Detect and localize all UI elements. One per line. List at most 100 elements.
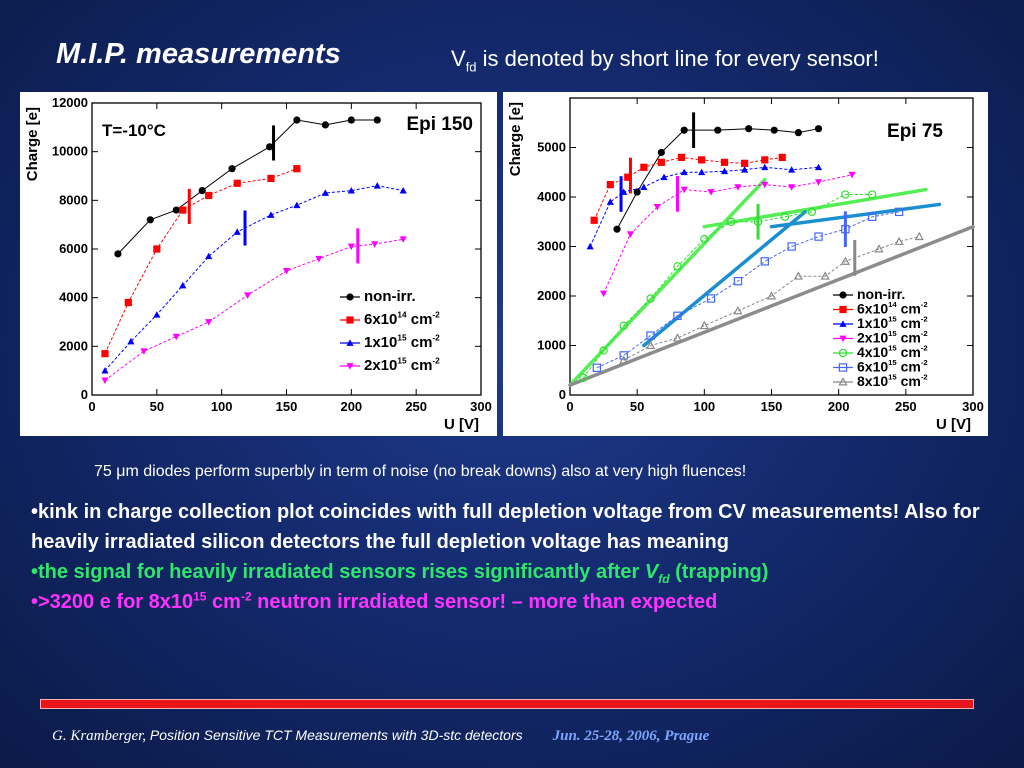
data-point xyxy=(590,216,598,224)
text-run: 1x10 xyxy=(364,334,397,351)
legend-label: 6x1015​ cm-2​ xyxy=(857,358,928,374)
data-point xyxy=(707,189,715,196)
subtitle-sub: fd xyxy=(465,59,477,75)
bullet-2: •the signal for heavily irradiated senso… xyxy=(31,557,991,587)
data-point xyxy=(698,156,706,164)
data-point xyxy=(233,179,241,187)
data-point xyxy=(677,153,686,161)
x-tick-label: 50 xyxy=(150,399,164,414)
slide-title: M.I.P. measurements xyxy=(56,38,341,70)
y-tick-label: 10000 xyxy=(52,144,88,159)
data-point xyxy=(624,173,632,181)
data-point xyxy=(745,125,753,133)
bullet-3-sup2: -2 xyxy=(240,589,252,604)
y-tick-label: 3000 xyxy=(537,239,566,254)
data-point xyxy=(140,348,148,355)
x-tick-label: 200 xyxy=(828,399,850,414)
superscript: -2 xyxy=(921,373,928,382)
data-point xyxy=(205,319,213,326)
data-point xyxy=(838,377,848,386)
legend-label: 1x1015​ cm-2​ xyxy=(857,315,928,331)
data-point xyxy=(778,153,786,161)
superscript: 15 xyxy=(888,358,897,367)
data-point xyxy=(868,190,877,199)
series-f6e15 xyxy=(592,207,904,372)
data-point xyxy=(839,320,847,327)
legend: non-irr.6x1014​ cm-2​1x1015​ cm-2​2x1015… xyxy=(833,286,928,389)
data-point xyxy=(613,225,621,233)
superscript: 15 xyxy=(888,329,897,338)
data-point xyxy=(114,250,122,258)
data-point xyxy=(787,242,796,251)
footer-divider xyxy=(40,699,974,709)
legend-label: 2x1015​ cm-2​ xyxy=(364,356,440,374)
superscript: -2 xyxy=(921,344,928,353)
data-point xyxy=(660,173,668,181)
data-point xyxy=(633,188,641,196)
data-point xyxy=(579,373,588,382)
data-point xyxy=(734,184,742,191)
text-run: cm xyxy=(407,334,433,351)
data-point xyxy=(820,271,830,280)
data-point xyxy=(780,212,790,222)
series-f2e15 xyxy=(101,228,407,384)
data-point xyxy=(399,187,407,194)
bullet-3-post: neutron irradiated sensor! – more than e… xyxy=(251,591,718,613)
data-point xyxy=(205,191,213,200)
footer-title: Position Sensitive TCT Measurements with… xyxy=(146,727,523,743)
data-point xyxy=(346,339,354,346)
data-point xyxy=(266,143,274,151)
data-point xyxy=(244,292,252,299)
bullet-2-sub: fd xyxy=(658,572,670,586)
data-point xyxy=(282,268,291,275)
fit-line xyxy=(568,224,975,387)
footer: G. Kramberger, Position Sensitive TCT Me… xyxy=(52,727,709,745)
series-line xyxy=(117,119,378,255)
data-point xyxy=(198,187,206,195)
superscript: 15 xyxy=(888,373,897,382)
bullet-list: •kink in charge collection plot coincide… xyxy=(31,497,991,617)
series-line xyxy=(104,185,404,371)
data-point xyxy=(267,211,275,218)
data-point xyxy=(172,333,180,341)
data-point xyxy=(373,116,381,124)
data-point xyxy=(761,163,769,171)
subtitle-v: V xyxy=(451,46,466,71)
y-tick-label: 2000 xyxy=(59,338,88,353)
data-point xyxy=(124,298,132,307)
chart-annotation: T=-10°C xyxy=(102,121,166,140)
data-point xyxy=(172,206,180,214)
y-tick-label: 6000 xyxy=(59,241,88,256)
bullet-2-v: V xyxy=(644,561,659,583)
text-run: cm xyxy=(897,344,921,360)
x-tick-label: 300 xyxy=(962,399,984,414)
text-run: cm xyxy=(407,311,433,328)
chart-panel-epi75: 0 50 100 150 200 250 300 0 1000 2000 3000 4000 5000 U… xyxy=(503,92,988,436)
superscript: 14 xyxy=(888,300,897,309)
data-point xyxy=(761,181,769,189)
bullet-2-pre: •the signal for heavily irradiated senso… xyxy=(31,561,645,583)
data-point xyxy=(838,348,848,358)
data-point xyxy=(315,255,323,263)
data-point xyxy=(646,294,655,303)
y-tick-label: 5000 xyxy=(537,140,566,155)
data-point xyxy=(680,126,688,134)
superscript: -2 xyxy=(921,358,928,367)
text-run: 1x10 xyxy=(857,315,888,331)
superscript: -2 xyxy=(921,300,928,309)
superscript: 15 xyxy=(397,333,407,342)
y-tick-label: 4000 xyxy=(59,290,88,305)
x-tick-label: 100 xyxy=(693,399,715,414)
data-point xyxy=(153,245,161,253)
bullet-3-pre: •>3200 e for 8x10 xyxy=(31,591,194,613)
data-point xyxy=(700,234,709,244)
fit-line xyxy=(642,210,807,348)
series-f6e14 xyxy=(590,153,786,224)
chart-epi75: 0 50 100 150 200 250 300010002000300040005000U… xyxy=(507,97,984,433)
y-tick-label: 4000 xyxy=(537,189,566,204)
data-point xyxy=(599,346,608,355)
slide-title-row: M.I.P. measurements xyxy=(56,38,341,71)
data-point xyxy=(267,174,275,183)
x-tick-label: 100 xyxy=(211,399,233,414)
x-tick-label: 50 xyxy=(630,399,644,414)
